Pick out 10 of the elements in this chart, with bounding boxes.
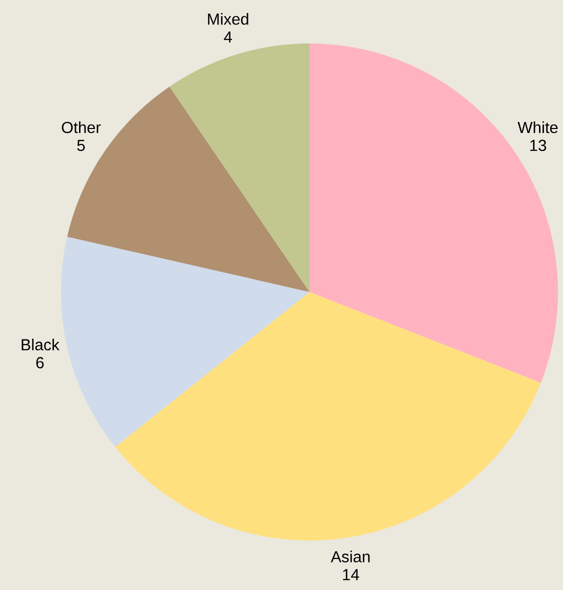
data-label: 14 [343,569,360,580]
data-label: 4 [224,32,232,43]
slice-label: Asian [330,550,370,562]
slice-label: Black [22,338,60,350]
data-label: 6 [36,357,44,368]
data-label: 5 [77,140,85,152]
data-label: 13 [530,140,546,152]
slice-label: Other [62,121,101,134]
slice-label: White [518,121,558,134]
slice-label: Mixed [208,13,248,25]
